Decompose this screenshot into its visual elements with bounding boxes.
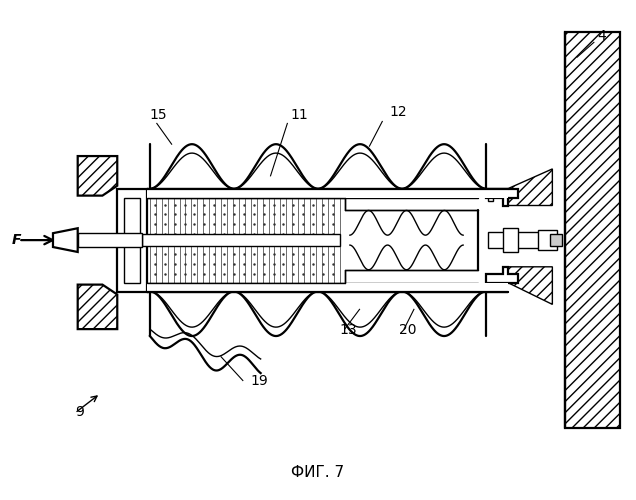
Polygon shape — [147, 188, 508, 198]
Polygon shape — [53, 228, 78, 252]
Polygon shape — [537, 230, 557, 250]
Text: 13: 13 — [340, 323, 357, 337]
Text: 12: 12 — [389, 106, 407, 120]
Polygon shape — [565, 32, 619, 428]
Text: 15: 15 — [150, 108, 167, 122]
Text: ФИГ. 7: ФИГ. 7 — [291, 465, 345, 480]
Text: 20: 20 — [399, 323, 417, 337]
Polygon shape — [486, 188, 508, 200]
Polygon shape — [78, 233, 142, 247]
Polygon shape — [488, 232, 553, 248]
Polygon shape — [503, 228, 518, 252]
Polygon shape — [550, 234, 562, 246]
Text: 4: 4 — [597, 30, 605, 44]
Polygon shape — [142, 234, 340, 246]
Text: 9: 9 — [75, 405, 83, 419]
Polygon shape — [147, 282, 508, 292]
Polygon shape — [345, 198, 478, 282]
Text: 11: 11 — [290, 108, 308, 122]
Polygon shape — [486, 188, 518, 206]
Polygon shape — [486, 267, 518, 282]
Polygon shape — [78, 284, 117, 329]
Polygon shape — [124, 198, 140, 282]
Text: 19: 19 — [251, 374, 268, 388]
Polygon shape — [117, 188, 147, 292]
Polygon shape — [78, 156, 117, 196]
Text: F: F — [11, 233, 21, 247]
Polygon shape — [508, 169, 553, 205]
Polygon shape — [508, 267, 553, 304]
Polygon shape — [147, 198, 345, 282]
